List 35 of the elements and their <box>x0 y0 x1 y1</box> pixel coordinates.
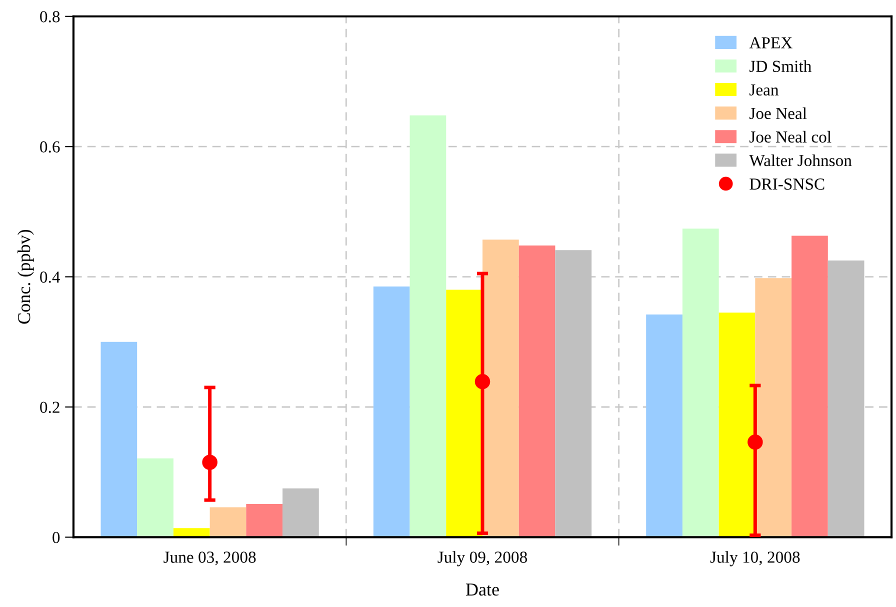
bar <box>373 286 410 538</box>
bar <box>100 342 138 538</box>
y-tick-label: 0.8 <box>40 11 60 22</box>
y-tick-label: 0.2 <box>40 402 60 414</box>
x-tick-label: June 03, 2008 <box>164 552 256 566</box>
bar <box>246 504 283 538</box>
legend-label: Jean <box>750 84 779 96</box>
bar <box>482 240 519 538</box>
point <box>202 454 218 470</box>
bar <box>718 312 756 538</box>
bar <box>755 278 792 538</box>
bar <box>646 314 682 538</box>
legend-label: Joe Neal col <box>750 130 832 143</box>
legend-label: Joe Neal <box>750 107 807 120</box>
legend-label: DRI-SNSC <box>750 178 824 190</box>
bar <box>792 236 828 538</box>
bar <box>282 488 319 538</box>
bar <box>682 228 719 538</box>
point <box>474 374 490 390</box>
bar <box>518 246 556 538</box>
legend-label: JD Smith <box>750 60 812 72</box>
point <box>748 434 763 450</box>
x-tick-label: July 10, 2008 <box>710 551 800 566</box>
bar <box>210 507 246 538</box>
legend-label: Walter Johnson <box>749 154 852 166</box>
legend-label: APEX <box>749 37 792 48</box>
x-axis-title: Date <box>466 584 499 596</box>
y-axis-title: Conc. (ppbv) <box>18 230 34 324</box>
bar <box>137 458 174 538</box>
bar <box>410 115 446 538</box>
x-tick-label: July 09, 2008 <box>438 551 527 566</box>
y-tick-label: 0.4 <box>40 271 60 283</box>
bar <box>446 290 482 538</box>
y-tick-label: 0 <box>52 532 60 544</box>
y-tick-label: 0.6 <box>40 141 60 153</box>
